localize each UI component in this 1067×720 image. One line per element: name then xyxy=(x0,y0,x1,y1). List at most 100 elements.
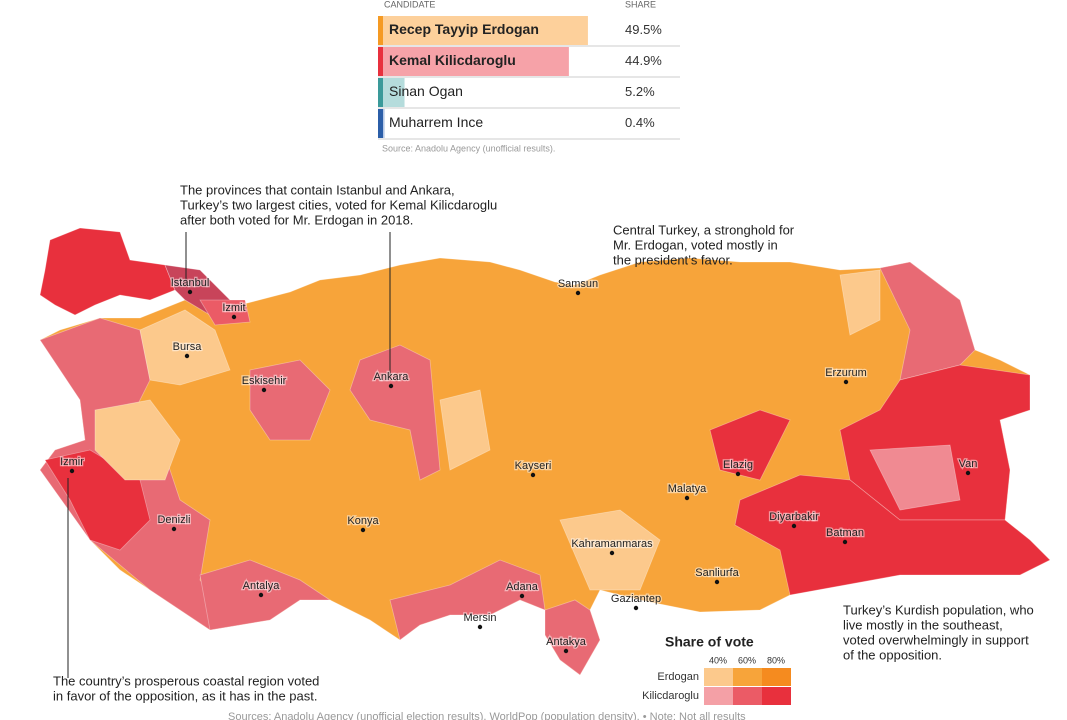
share-bar xyxy=(383,16,588,45)
annotation-text: after both voted for Mr. Erdogan in 2018… xyxy=(180,212,413,227)
candidate-share: 44.9% xyxy=(625,53,662,68)
legend-tick-label: 40% xyxy=(709,655,727,665)
city-dot xyxy=(684,495,690,501)
legend-swatch xyxy=(762,687,791,705)
elazig-region xyxy=(709,409,791,481)
city-label: Bursa xyxy=(173,341,203,353)
aegean-light xyxy=(94,399,181,481)
candidate-name: Kemal Kilicdaroglu xyxy=(389,52,516,68)
column-header: CANDIDATE xyxy=(384,0,435,9)
annotation-text: live mostly in the southeast, xyxy=(843,617,1003,632)
city-label: Antalya xyxy=(243,580,281,592)
city-labels: Istanbul Izmit Bursa Eskisehir Ankara Samsun E… xyxy=(59,276,979,654)
city-label: Eskisehir xyxy=(242,375,287,387)
city-label: Kahramanmaras xyxy=(571,538,653,550)
city-label: Van xyxy=(959,458,978,470)
city-label: Adana xyxy=(506,581,539,593)
legend-swatch xyxy=(733,668,762,686)
ankara-region xyxy=(349,344,441,481)
city-dot xyxy=(69,468,75,474)
legend-tick-label: 80% xyxy=(767,655,785,665)
annotation-text: The provinces that contain Istanbul and … xyxy=(180,182,455,197)
legend-swatch xyxy=(733,687,762,705)
city-label: Gaziantep xyxy=(611,593,661,605)
city-dot xyxy=(575,290,581,296)
eskisehir-region xyxy=(249,359,331,441)
city-label: Denizli xyxy=(157,514,190,526)
city-dot xyxy=(633,605,639,611)
annotation-leaders xyxy=(67,232,391,678)
southeast-region xyxy=(734,474,1051,596)
city-label: Izmit xyxy=(222,302,245,314)
table-source: Source: Anadolu Agency (unofficial resul… xyxy=(382,143,555,153)
city-dot xyxy=(843,379,849,385)
map-regions xyxy=(39,227,1051,676)
candidate-swatch xyxy=(378,109,383,138)
central-light xyxy=(439,389,491,471)
city-dot xyxy=(842,539,848,545)
city-dot xyxy=(714,579,720,585)
annotation-text: Turkey’s Kurdish population, who xyxy=(843,602,1034,617)
city-dot xyxy=(258,592,264,598)
city-label: Konya xyxy=(347,515,379,527)
city-dot xyxy=(261,387,267,393)
legend-swatch xyxy=(704,668,733,686)
annotation-text: voted overwhelmingly in support xyxy=(843,632,1029,647)
legend-tick-label: 60% xyxy=(738,655,756,665)
van-region xyxy=(869,444,961,511)
annotations: The provinces that contain Istanbul and … xyxy=(53,182,1034,703)
northeast-region xyxy=(879,261,976,381)
city-label: Antakya xyxy=(546,636,587,648)
candidate-name: Muharrem Ince xyxy=(389,114,483,130)
city-dot xyxy=(171,526,177,532)
mersin-adana-region xyxy=(389,559,546,641)
kahramanmaras-region xyxy=(559,509,661,591)
city-label: Elazig xyxy=(723,459,753,471)
city-dot xyxy=(563,648,569,654)
annotation-text: of the opposition. xyxy=(843,647,942,662)
city-label: Istanbul xyxy=(171,277,210,289)
city-label: Batman xyxy=(826,527,864,539)
legend-row-label: Erdogan xyxy=(657,671,699,683)
city-dot xyxy=(477,624,483,630)
column-header: SHARE xyxy=(625,0,656,9)
annotation-text: The country’s prosperous coastal region … xyxy=(53,673,319,688)
legend-swatch xyxy=(704,687,733,705)
city-label: Samsun xyxy=(558,278,598,290)
city-dot xyxy=(187,289,193,295)
city-label: Ankara xyxy=(374,371,410,383)
city-dot xyxy=(965,470,971,476)
city-dot xyxy=(735,471,741,477)
candidate-swatch xyxy=(378,16,383,45)
annotation-text: in favor of the opposition, as it has in… xyxy=(53,688,318,703)
annotation-text: Central Turkey, a stronghold for xyxy=(613,222,795,237)
izmit-region xyxy=(199,299,251,326)
candidate-name: Recep Tayyip Erdogan xyxy=(389,21,539,37)
city-label: Kayseri xyxy=(515,460,552,472)
city-dot xyxy=(231,314,237,320)
legend-row-label: Kilicdaroglu xyxy=(642,690,699,702)
thrace xyxy=(39,227,176,316)
city-label: Izmir xyxy=(60,456,84,468)
city-label: Diyarbakir xyxy=(769,511,819,523)
city-dot xyxy=(530,472,536,478)
city-dot xyxy=(360,527,366,533)
city-label: Erzurum xyxy=(825,367,867,379)
annotation-text: the president’s favor. xyxy=(613,252,733,267)
annotation-text: Mr. Erdogan, voted mostly in xyxy=(613,237,778,252)
share-bar xyxy=(383,47,569,76)
candidate-swatch xyxy=(378,47,383,76)
city-label: Malatya xyxy=(668,483,707,495)
footer-source: Sources: Anadolu Agency (unofficial elec… xyxy=(228,711,746,720)
city-dot xyxy=(791,523,797,529)
city-label: Sanliurfa xyxy=(695,567,739,579)
city-dot xyxy=(519,593,525,599)
antalya-region xyxy=(199,559,332,631)
candidate-swatch xyxy=(378,78,383,107)
share-bar xyxy=(383,109,385,138)
antakya-region xyxy=(544,599,601,676)
legend-swatch xyxy=(762,668,791,686)
candidate-share: 49.5% xyxy=(625,22,662,37)
